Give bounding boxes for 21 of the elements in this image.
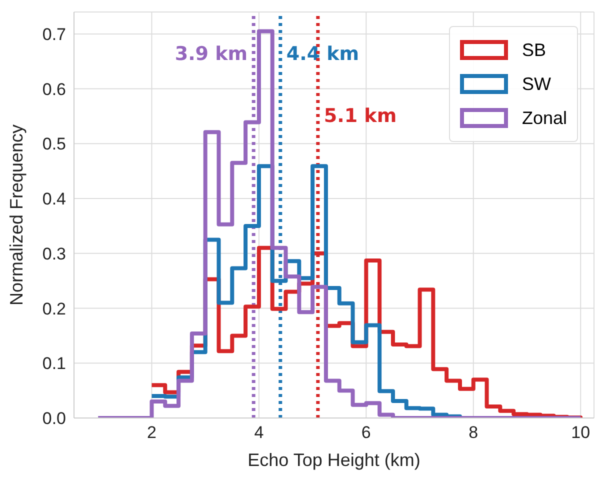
y-tick-label: 0.4	[42, 190, 66, 209]
legend-label: SB	[522, 40, 546, 60]
x-tick-label: 4	[254, 423, 264, 442]
x-tick-label: 8	[468, 423, 478, 442]
y-tick-label: 0.3	[42, 244, 66, 264]
y-tick-label: 0.6	[42, 80, 66, 99]
x-tick-label: 2	[147, 423, 156, 442]
x-tick-label: 6	[361, 423, 371, 442]
x-tick-label: 10	[571, 423, 590, 442]
y-tick-label: 0.5	[42, 134, 66, 154]
legend-label: Zonal	[522, 108, 567, 128]
y-tick-label: 0.1	[42, 354, 66, 374]
y-tick-label: 0.2	[42, 299, 66, 318]
ref-line-label: 3.9 km	[174, 43, 248, 65]
x-axis-title: Echo Top Height (km)	[248, 450, 420, 470]
legend-label: SW	[522, 74, 551, 94]
ref-line-label: 4.4 km	[286, 43, 360, 65]
y-axis-title: Normalized Frequency	[6, 124, 26, 306]
y-tick-label: 0.7	[42, 24, 66, 44]
y-tick-label: 0.0	[42, 409, 66, 428]
ref-line-label: 5.1 km	[324, 105, 397, 127]
